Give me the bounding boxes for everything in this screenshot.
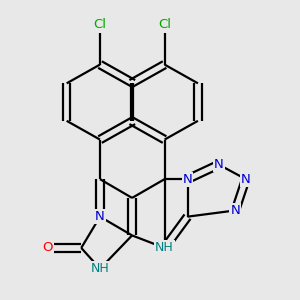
Text: Cl: Cl <box>94 19 106 32</box>
Text: NH: NH <box>155 242 174 254</box>
Text: N: N <box>230 204 240 217</box>
Text: O: O <box>43 242 53 254</box>
Text: N: N <box>95 210 105 223</box>
Text: N: N <box>183 173 192 186</box>
Text: N: N <box>214 158 224 171</box>
Text: NH: NH <box>91 262 110 275</box>
Text: N: N <box>241 173 251 186</box>
Text: Cl: Cl <box>158 19 171 32</box>
